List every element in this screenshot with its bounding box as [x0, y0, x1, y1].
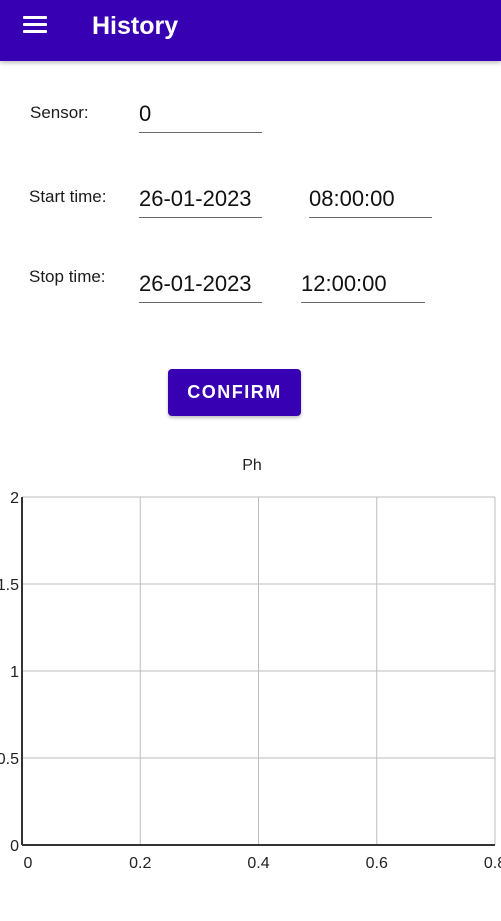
- ph-chart: Ph 0 0.2 0.4 0.6 0.8 0 0.5 1 1.5 2: [0, 457, 501, 872]
- y-tick-label: 1: [10, 664, 19, 681]
- confirm-button[interactable]: CONFIRM: [168, 369, 301, 416]
- x-tick-label: 0.2: [129, 855, 151, 872]
- stop-time-input[interactable]: 12:00:00: [301, 266, 425, 303]
- x-tick-label: 0.6: [366, 855, 388, 872]
- x-tick-label: 0.4: [247, 855, 269, 872]
- chart-title: Ph: [242, 457, 262, 474]
- x-tick-label: 0: [24, 855, 33, 872]
- x-tick-label: 0.8: [484, 855, 501, 872]
- y-tick-label: 2: [10, 490, 19, 507]
- start-time-input[interactable]: 08:00:00: [309, 181, 432, 218]
- sensor-label: Sensor:: [30, 103, 89, 122]
- stop-time-label: Stop time:: [29, 267, 106, 286]
- y-tick-label: 0: [10, 838, 19, 855]
- stop-date-input[interactable]: 26-01-2023: [139, 266, 262, 303]
- start-time-label: Start time:: [29, 187, 107, 206]
- start-date-input[interactable]: 26-01-2023: [139, 181, 262, 218]
- y-tick-label: 0.5: [0, 751, 19, 768]
- hamburger-menu-icon[interactable]: [20, 12, 50, 38]
- app-bar: History: [0, 0, 501, 61]
- sensor-input[interactable]: 0: [139, 96, 262, 133]
- page-title: History: [92, 12, 179, 40]
- y-tick-label: 1.5: [0, 577, 19, 594]
